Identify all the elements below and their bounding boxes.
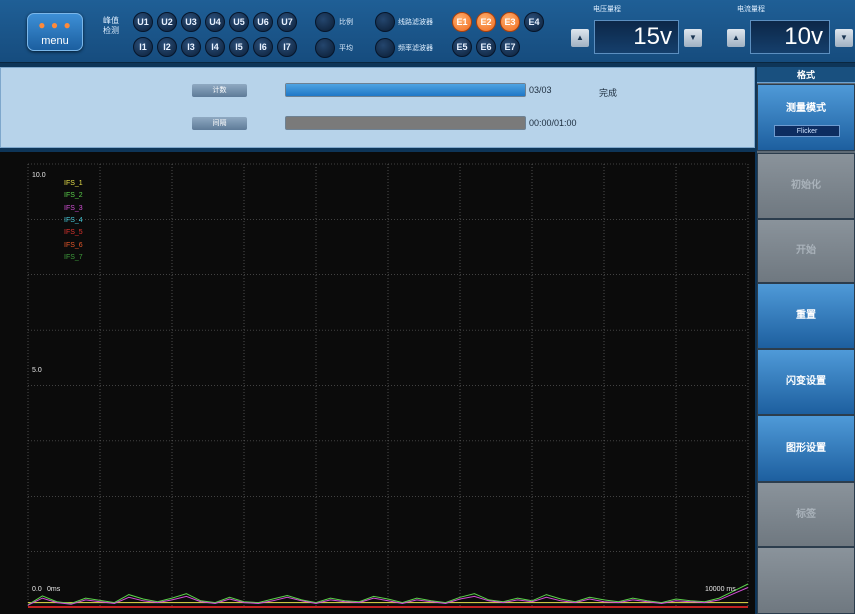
x-tick-label-end: 10000 ms: [705, 586, 736, 593]
interval-label: 间隔: [192, 117, 247, 130]
channel-i2[interactable]: I2: [157, 37, 177, 57]
voltage-range-title: 电压量程: [593, 6, 621, 13]
channel-i1[interactable]: I1: [133, 37, 153, 57]
current-range-decrease-button[interactable]: ▲: [727, 29, 745, 47]
graph-settings-button[interactable]: 图形设置: [757, 415, 855, 482]
channel-e5[interactable]: E5: [452, 37, 472, 57]
menu-dots-icon: ● ● ●: [38, 18, 72, 32]
channel-u6[interactable]: U6: [253, 12, 273, 32]
channel-e3[interactable]: E3: [500, 12, 520, 32]
right-sidebar: 格式 测量模式 Flicker 初始化 开始 重置 闪变设置 图形设置 标签: [757, 67, 855, 614]
channel-i7[interactable]: I7: [277, 37, 297, 57]
measure-mode-label: 测量模式: [786, 103, 826, 114]
channel-i6[interactable]: I6: [253, 37, 273, 57]
legend-item-ifs_1: IFS_1: [64, 180, 83, 187]
y-tick-label-max: 10.0: [32, 172, 46, 179]
initialize-button[interactable]: 初始化: [757, 153, 855, 219]
count-progress-fill: [286, 84, 525, 96]
legend-item-ifs_4: IFS_4: [64, 216, 83, 224]
y-tick-label-min: 0.0: [32, 586, 42, 593]
channel-u3[interactable]: U3: [181, 12, 201, 32]
legend-item-ifs_5: IFS_5: [64, 229, 83, 237]
channel-e1[interactable]: E1: [452, 12, 472, 32]
peak-detect-label: 峰值 检测: [103, 16, 119, 35]
average-toggle[interactable]: [315, 38, 335, 58]
channel-i4[interactable]: I4: [205, 37, 225, 57]
legend-item-ifs_6: IFS_6: [64, 241, 83, 249]
format-header: 格式: [757, 67, 855, 83]
interval-text: 00:00/01:00: [529, 118, 577, 128]
channel-u7[interactable]: U7: [277, 12, 297, 32]
flicker-settings-button[interactable]: 闪变设置: [757, 349, 855, 415]
menu-button[interactable]: ● ● ● menu: [27, 13, 83, 51]
empty-sidebar-button[interactable]: [757, 547, 855, 614]
average-label: 平均: [339, 45, 353, 52]
current-range-value: 10v: [750, 20, 830, 54]
channel-u5[interactable]: U5: [229, 12, 249, 32]
measure-mode-button[interactable]: 测量模式 Flicker: [757, 84, 855, 151]
count-label: 计数: [192, 84, 247, 97]
ratio-label: 比例: [339, 19, 353, 26]
ratio-toggle[interactable]: [315, 12, 335, 32]
line-filter-toggle[interactable]: [375, 12, 395, 32]
interval-progress-bar: [285, 116, 526, 130]
count-text: 03/03: [529, 85, 552, 95]
legend-item-ifs_3: IFS_3: [64, 204, 83, 212]
freq-filter-toggle[interactable]: [375, 38, 395, 58]
channel-e4[interactable]: E4: [524, 12, 544, 32]
channel-e7[interactable]: E7: [500, 37, 520, 57]
legend-item-ifs_7: IFS_7: [64, 253, 83, 261]
series-line-ifs_2: [27, 583, 749, 606]
chart-svg: [27, 163, 749, 608]
legend-item-ifs_2: IFS_2: [64, 192, 83, 200]
channel-u2[interactable]: U2: [157, 12, 177, 32]
measure-mode-value: Flicker: [774, 125, 840, 137]
menu-label: menu: [41, 35, 69, 47]
voltage-range-decrease-button[interactable]: ▲: [571, 29, 589, 47]
voltage-range-value: 15v: [594, 20, 679, 54]
reset-button[interactable]: 重置: [757, 283, 855, 349]
current-range-increase-button[interactable]: ▼: [835, 29, 853, 47]
channel-u4[interactable]: U4: [205, 12, 225, 32]
marker-button[interactable]: 标签: [757, 482, 855, 547]
top-toolbar: ● ● ● menu 峰值 检测 U1 U2 U3 U4 U5 U6 U7 I1…: [0, 0, 855, 63]
count-progress-bar: [285, 83, 526, 97]
freq-filter-label: 频率滤波器: [398, 45, 433, 52]
flicker-chart: 10.0 5.0 0.0 0ms 10000 ms IFS_1 IFS_2 IFS_3 IFS_…: [0, 152, 755, 614]
x-tick-label-start: 0ms: [47, 586, 61, 593]
channel-u1[interactable]: U1: [133, 12, 153, 32]
progress-panel: 计数 03/03 完成 间隔 00:00/01:00: [0, 67, 755, 148]
channel-i3[interactable]: I3: [181, 37, 201, 57]
channel-i5[interactable]: I5: [229, 37, 249, 57]
line-filter-label: 线路滤波器: [398, 19, 433, 26]
channel-e6[interactable]: E6: [476, 37, 496, 57]
status-text: 完成: [599, 88, 618, 98]
current-range-title: 电流量程: [737, 6, 765, 13]
start-button[interactable]: 开始: [757, 219, 855, 283]
voltage-range-increase-button[interactable]: ▼: [684, 29, 702, 47]
series-line-ifs_3: [27, 587, 749, 606]
y-tick-label-mid: 5.0: [32, 367, 42, 374]
channel-e2[interactable]: E2: [476, 12, 496, 32]
